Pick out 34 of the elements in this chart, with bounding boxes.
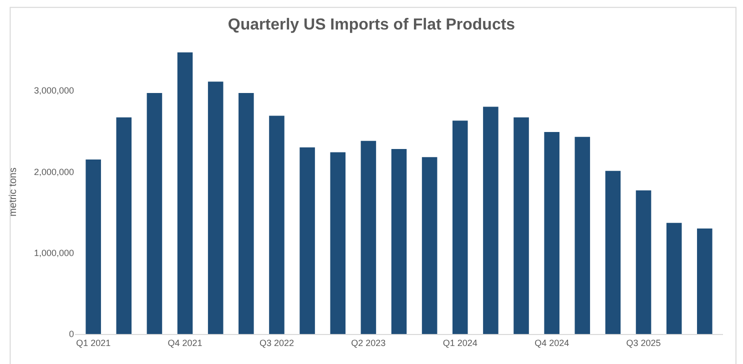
bar — [605, 170, 621, 334]
y-tick-label: 2,000,000 — [34, 166, 74, 177]
bar — [636, 190, 652, 334]
bar — [116, 117, 132, 334]
bar — [452, 120, 468, 334]
bar — [666, 222, 682, 334]
x-tick-label: Q3 2022 — [259, 338, 294, 348]
bar — [86, 160, 101, 334]
x-tick-label: Q3 2025 — [626, 338, 661, 348]
bar — [422, 157, 438, 334]
bar — [360, 140, 376, 334]
bar — [574, 136, 590, 334]
y-tick-label: 1,000,000 — [34, 248, 74, 258]
bar — [269, 116, 284, 334]
y-axis-title: metric tons — [8, 168, 19, 216]
x-tick-label: Q1 2021 — [76, 338, 111, 348]
x-tick-label: Q2 2023 — [351, 338, 386, 348]
bar — [544, 132, 560, 334]
bar — [483, 106, 498, 334]
x-tick-label: Q1 2024 — [442, 338, 478, 348]
bar — [697, 228, 712, 334]
bar — [391, 148, 407, 334]
chart-title: Quarterly US Imports of Flat Products — [228, 16, 516, 34]
bar — [514, 117, 529, 334]
bar — [330, 152, 346, 334]
x-tick-label: Q4 2021 — [168, 338, 202, 348]
bar — [177, 52, 193, 334]
bar — [238, 93, 254, 334]
x-tick-label: Q4 2024 — [534, 338, 570, 348]
bar — [208, 82, 224, 334]
bar — [146, 93, 162, 334]
y-tick-label: 0 — [68, 329, 74, 340]
bar — [300, 147, 315, 334]
y-tick-label: 3,000,000 — [34, 86, 74, 96]
